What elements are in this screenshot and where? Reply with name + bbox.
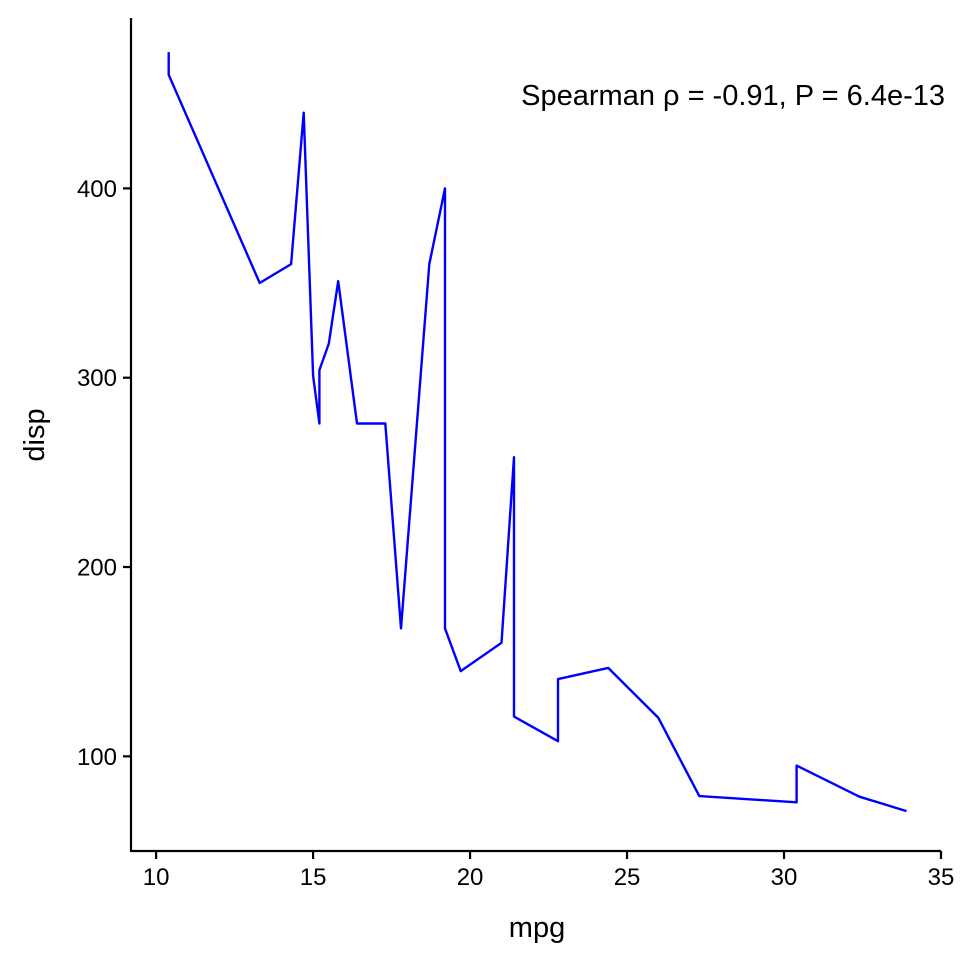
x-axis: 10 15 20 25 30 35 xyxy=(130,849,955,891)
series-line xyxy=(167,52,907,813)
series-layer xyxy=(167,52,907,813)
spearman-annotation: Spearman ρ = -0.91, P = 6.4e-13 xyxy=(521,80,945,112)
x-tick-label: 10 xyxy=(143,864,170,891)
x-tick-label: 20 xyxy=(457,864,484,891)
y-tick-label: 100 xyxy=(77,744,117,771)
y-axis: 100 200 300 400 xyxy=(77,18,133,852)
x-tick-label: 25 xyxy=(614,864,641,891)
x-tick-label: 15 xyxy=(300,864,327,891)
y-axis-title: disp xyxy=(19,408,51,461)
y-tick-label: 200 xyxy=(77,555,117,582)
x-tick-label: 35 xyxy=(928,864,955,891)
x-tick-label: 30 xyxy=(771,864,798,891)
y-tick-label: 400 xyxy=(77,176,117,203)
y-tick-label: 300 xyxy=(77,365,117,392)
x-axis-title: mpg xyxy=(509,912,565,944)
